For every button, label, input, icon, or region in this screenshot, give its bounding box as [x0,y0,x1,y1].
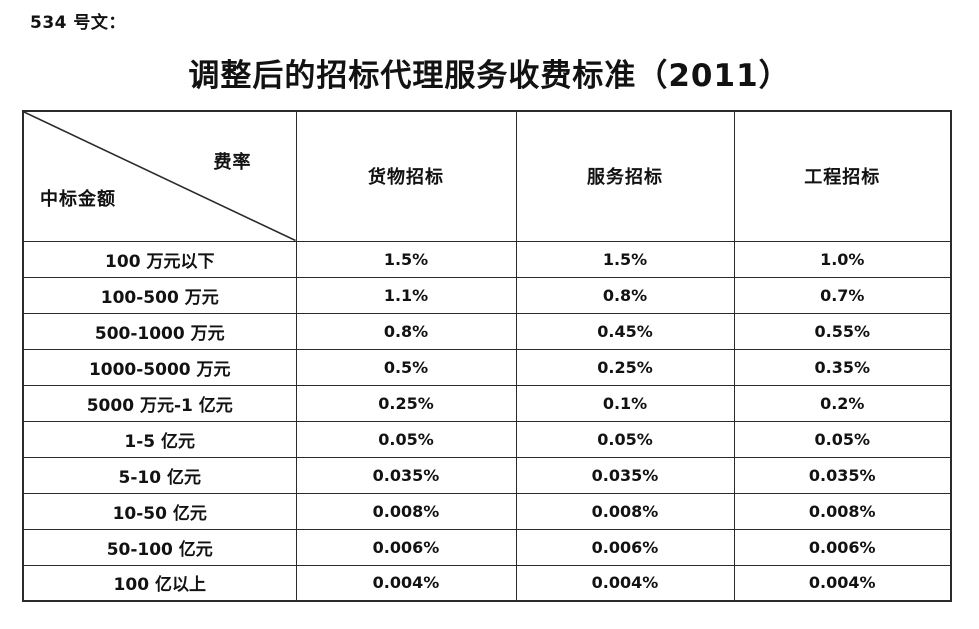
column-header-service-bidding: 服务招标 [515,110,735,242]
column-header-engineering-bidding: 工程招标 [733,110,952,242]
rate-cell: 1.0% [733,240,952,278]
rate-cell: 0.035% [515,456,735,494]
corner-header-cell: 费率 中标金额 [22,110,297,242]
rate-cell: 0.25% [515,348,735,386]
amount-cell: 10-50 亿元 [22,492,297,530]
amount-cell: 5-10 亿元 [22,456,297,494]
page-title: 调整后的招标代理服务收费标准（2011） [188,58,791,94]
rate-cell: 0.35% [733,348,952,386]
rate-cell: 0.004% [733,564,952,602]
doc-number-label: 534 号文： [30,13,126,33]
rate-cell: 0.45% [515,312,735,350]
rate-cell: 0.1% [515,384,735,422]
amount-cell: 1-5 亿元 [22,420,297,458]
table-row: 500-1000 万元 0.8% 0.45% 0.55% [22,312,952,350]
table-row: 5-10 亿元 0.035% 0.035% 0.035% [22,456,952,494]
fee-rate-table: 费率 中标金额 货物招标 服务招标 工程招标 100 万元以下 1.5% 1.5… [22,110,952,602]
rate-cell: 0.05% [295,420,517,458]
rate-cell: 0.8% [515,276,735,314]
rate-cell: 0.25% [295,384,517,422]
table-row: 100 亿以上 0.004% 0.004% 0.004% [22,564,952,602]
amount-cell: 5000 万元-1 亿元 [22,384,297,422]
amount-cell: 1000-5000 万元 [22,348,297,386]
amount-cell: 100 万元以下 [22,240,297,278]
corner-label-amount: 中标金额 [40,188,116,210]
rate-cell: 0.2% [733,384,952,422]
diagonal-divider-line [24,112,296,241]
rate-cell: 0.8% [295,312,517,350]
corner-label-rate: 费率 [213,152,252,173]
table-row: 100-500 万元 1.1% 0.8% 0.7% [22,276,952,314]
amount-cell: 50-100 亿元 [22,528,297,566]
rate-cell: 0.004% [515,564,735,602]
table-row: 1000-5000 万元 0.5% 0.25% 0.35% [22,348,952,386]
rate-cell: 0.035% [295,456,517,494]
table-row: 50-100 亿元 0.006% 0.006% 0.006% [22,528,952,566]
rate-cell: 0.006% [733,528,952,566]
rate-cell: 0.7% [733,276,952,314]
rate-cell: 0.035% [733,456,952,494]
rate-cell: 0.5% [295,348,517,386]
column-header-goods-bidding: 货物招标 [295,110,517,242]
rate-cell: 0.008% [515,492,735,530]
rate-cell: 0.006% [295,528,517,566]
rate-cell: 0.05% [733,420,952,458]
rate-cell: 0.55% [733,312,952,350]
rate-cell: 0.008% [295,492,517,530]
table-row: 1-5 亿元 0.05% 0.05% 0.05% [22,420,952,458]
rate-cell: 0.006% [515,528,735,566]
amount-cell: 100-500 万元 [22,276,297,314]
rate-cell: 0.004% [295,564,517,602]
rate-cell: 1.5% [515,240,735,278]
table-row: 10-50 亿元 0.008% 0.008% 0.008% [22,492,952,530]
table-row: 5000 万元-1 亿元 0.25% 0.1% 0.2% [22,384,952,422]
rate-cell: 1.5% [295,240,517,278]
rate-cell: 1.1% [295,276,517,314]
table-row: 100 万元以下 1.5% 1.5% 1.0% [22,240,952,278]
amount-cell: 100 亿以上 [22,564,297,602]
rate-cell: 0.05% [515,420,735,458]
header-row: 费率 中标金额 货物招标 服务招标 工程招标 [22,110,952,242]
amount-cell: 500-1000 万元 [22,312,297,350]
rate-cell: 0.008% [733,492,952,530]
